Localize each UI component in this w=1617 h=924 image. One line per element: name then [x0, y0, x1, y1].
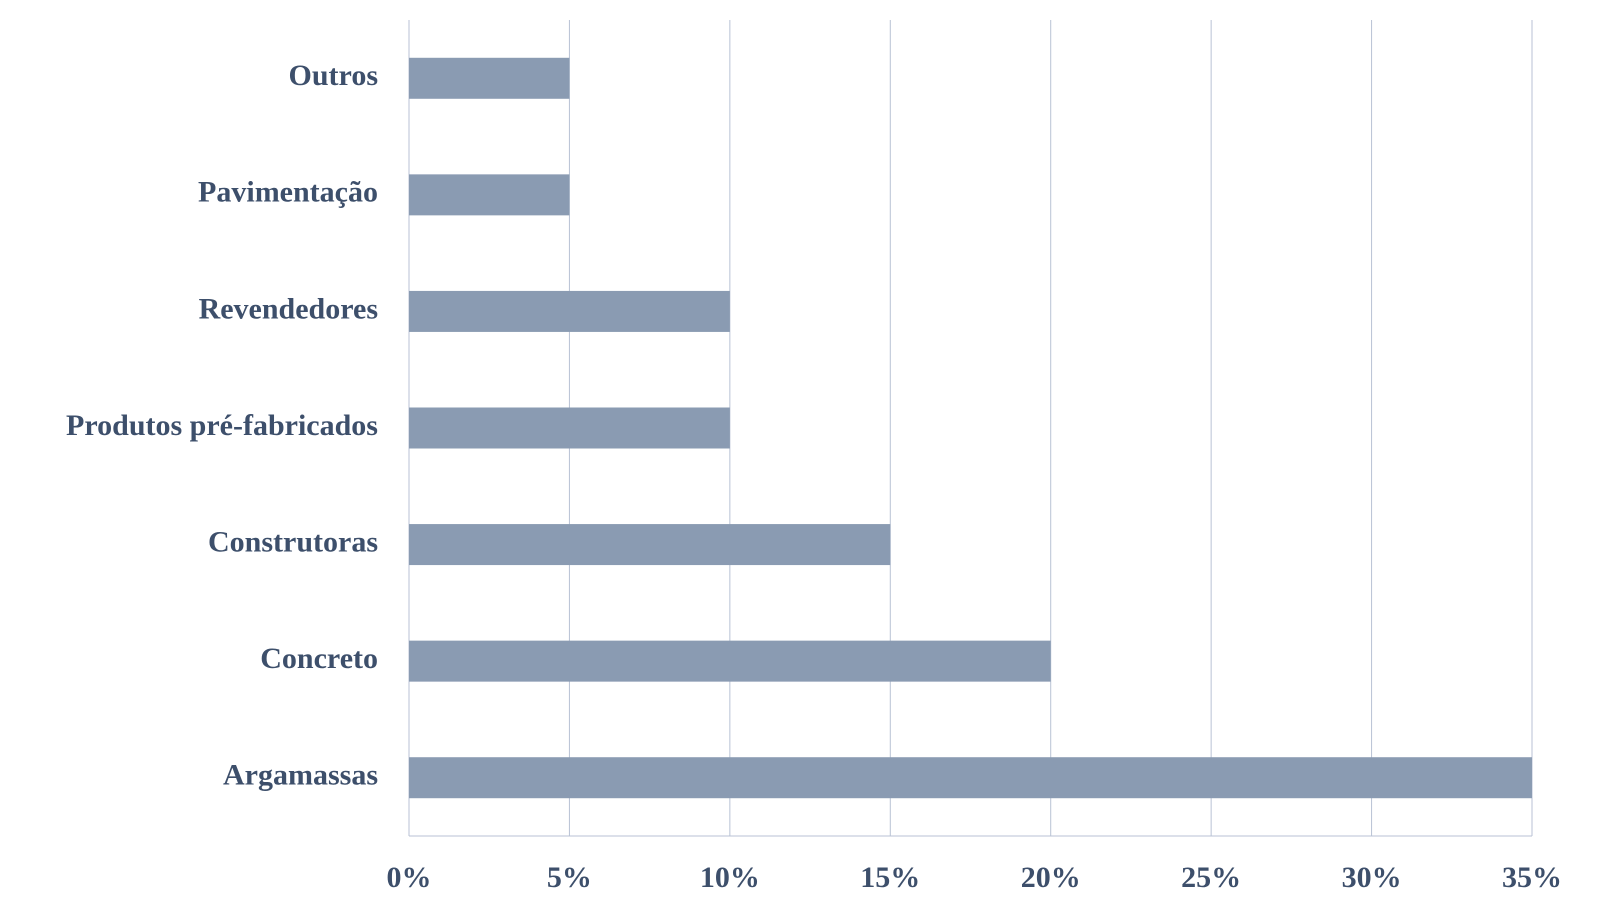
y-tick-label: Argamassas	[223, 759, 378, 792]
bar	[409, 640, 1051, 682]
bar	[409, 57, 570, 99]
x-tick-label: 10%	[700, 861, 760, 894]
bar	[409, 174, 570, 216]
y-tick-label: Pavimentação	[198, 176, 378, 209]
x-tick-label: 25%	[1181, 861, 1241, 894]
y-tick-label: Produtos pré-fabricados	[66, 409, 378, 442]
y-tick-label: Revendedores	[199, 292, 378, 325]
bar	[409, 290, 730, 332]
bar	[409, 407, 730, 449]
x-tick-label: 30%	[1342, 861, 1402, 894]
bar	[409, 757, 1532, 799]
bar	[409, 524, 891, 566]
x-tick-label: 20%	[1021, 861, 1081, 894]
y-tick-label: Concreto	[260, 642, 378, 675]
x-tick-label: 15%	[860, 861, 920, 894]
x-tick-label: 5%	[547, 861, 592, 894]
x-tick-label: 35%	[1502, 861, 1562, 894]
y-tick-label: Construtoras	[208, 525, 378, 558]
y-tick-label: Outros	[289, 59, 378, 92]
x-tick-label: 0%	[387, 861, 432, 894]
